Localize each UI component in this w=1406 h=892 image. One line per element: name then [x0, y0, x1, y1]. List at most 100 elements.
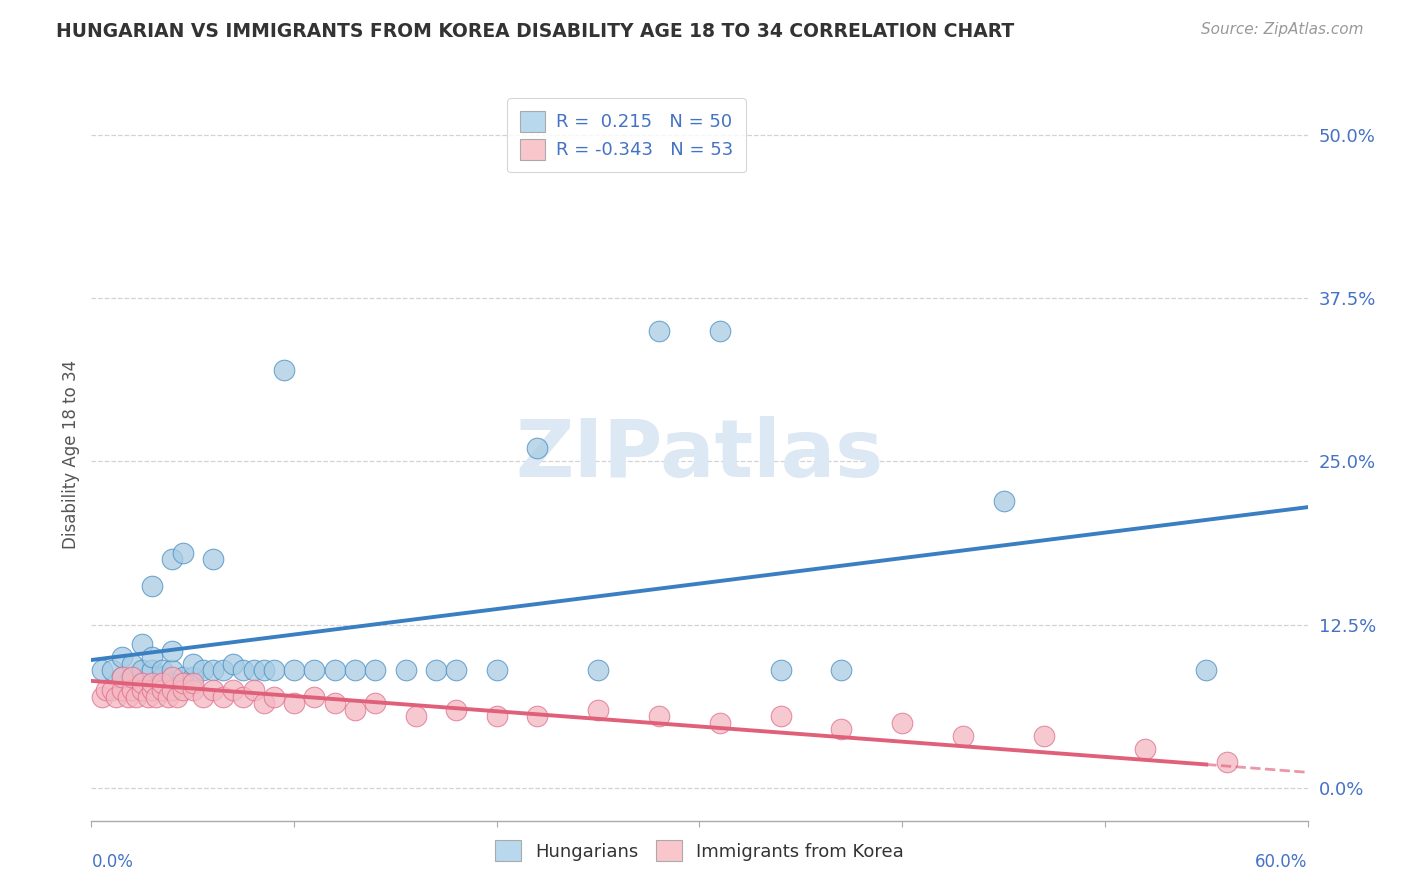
Point	[273, 363, 295, 377]
Point	[891, 715, 914, 730]
Point	[425, 664, 447, 678]
Point	[111, 683, 134, 698]
Point	[283, 664, 305, 678]
Point	[586, 703, 609, 717]
Point	[1135, 741, 1157, 756]
Point	[343, 664, 366, 678]
Point	[100, 683, 122, 698]
Point	[131, 637, 153, 651]
Point	[212, 664, 235, 678]
Point	[232, 690, 254, 704]
Point	[150, 664, 173, 678]
Text: HUNGARIAN VS IMMIGRANTS FROM KOREA DISABILITY AGE 18 TO 34 CORRELATION CHART: HUNGARIAN VS IMMIGRANTS FROM KOREA DISAB…	[56, 22, 1015, 41]
Text: 0.0%: 0.0%	[91, 853, 134, 871]
Point	[212, 690, 235, 704]
Y-axis label: Disability Age 18 to 34: Disability Age 18 to 34	[62, 360, 80, 549]
Point	[1215, 755, 1237, 769]
Point	[150, 683, 173, 698]
Point	[111, 670, 134, 684]
Point	[201, 552, 224, 566]
Legend: Hungarians, Immigrants from Korea: Hungarians, Immigrants from Korea	[482, 828, 917, 874]
Point	[131, 683, 153, 698]
Point	[648, 709, 671, 723]
Point	[993, 493, 1015, 508]
Point	[253, 696, 276, 710]
Point	[323, 664, 346, 678]
Point	[1033, 729, 1056, 743]
Point	[141, 664, 163, 678]
Text: 60.0%: 60.0%	[1256, 853, 1308, 871]
Point	[166, 690, 188, 704]
Point	[90, 664, 112, 678]
Point	[222, 657, 245, 671]
Point	[364, 664, 387, 678]
Point	[117, 690, 139, 704]
Point	[121, 670, 143, 684]
Point	[162, 644, 184, 658]
Text: ZIPatlas: ZIPatlas	[516, 416, 883, 494]
Point	[242, 664, 264, 678]
Point	[121, 670, 143, 684]
Point	[172, 670, 194, 684]
Point	[181, 676, 204, 690]
Point	[222, 683, 245, 698]
Point	[172, 676, 194, 690]
Point	[526, 442, 548, 456]
Point	[181, 683, 204, 698]
Point	[162, 670, 184, 684]
Point	[90, 690, 112, 704]
Point	[485, 664, 508, 678]
Point	[121, 683, 143, 698]
Point	[709, 324, 731, 338]
Point	[136, 690, 159, 704]
Point	[94, 683, 117, 698]
Point	[323, 696, 346, 710]
Point	[111, 670, 134, 684]
Point	[150, 670, 173, 684]
Point	[444, 664, 467, 678]
Point	[141, 650, 163, 665]
Point	[181, 670, 204, 684]
Point	[191, 664, 214, 678]
Point	[263, 690, 285, 704]
Point	[343, 703, 366, 717]
Point	[304, 664, 326, 678]
Point	[145, 690, 167, 704]
Point	[141, 578, 163, 592]
Point	[830, 664, 852, 678]
Point	[172, 546, 194, 560]
Point	[150, 676, 173, 690]
Point	[100, 664, 122, 678]
Point	[172, 683, 194, 698]
Point	[648, 324, 671, 338]
Point	[952, 729, 974, 743]
Point	[162, 664, 184, 678]
Point	[201, 664, 224, 678]
Point	[526, 709, 548, 723]
Point	[394, 664, 416, 678]
Point	[141, 683, 163, 698]
Point	[131, 664, 153, 678]
Point	[586, 664, 609, 678]
Point	[263, 664, 285, 678]
Point	[405, 709, 427, 723]
Point	[201, 683, 224, 698]
Point	[131, 676, 153, 690]
Point	[111, 650, 134, 665]
Point	[283, 696, 305, 710]
Point	[232, 664, 254, 678]
Point	[242, 683, 264, 698]
Point	[125, 690, 148, 704]
Point	[141, 676, 163, 690]
Point	[121, 657, 143, 671]
Point	[162, 552, 184, 566]
Point	[104, 690, 127, 704]
Point	[181, 657, 204, 671]
Point	[131, 676, 153, 690]
Point	[364, 696, 387, 710]
Point	[162, 683, 184, 698]
Point	[444, 703, 467, 717]
Point	[709, 715, 731, 730]
Point	[1195, 664, 1218, 678]
Point	[485, 709, 508, 723]
